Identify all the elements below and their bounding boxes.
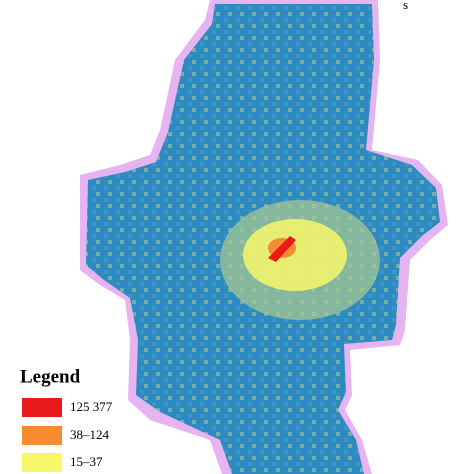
legend-swatch xyxy=(22,398,62,417)
corner-text: s xyxy=(403,0,408,12)
density-mid xyxy=(243,219,347,291)
legend-swatch xyxy=(22,426,62,445)
legend-label: 38–124 xyxy=(70,427,110,442)
legend-label: 125 377 xyxy=(70,399,113,414)
legend-label: 15–37 xyxy=(70,454,103,469)
legend-swatch xyxy=(22,453,62,472)
density-high xyxy=(268,236,296,262)
legend-title: Legend xyxy=(20,366,81,387)
